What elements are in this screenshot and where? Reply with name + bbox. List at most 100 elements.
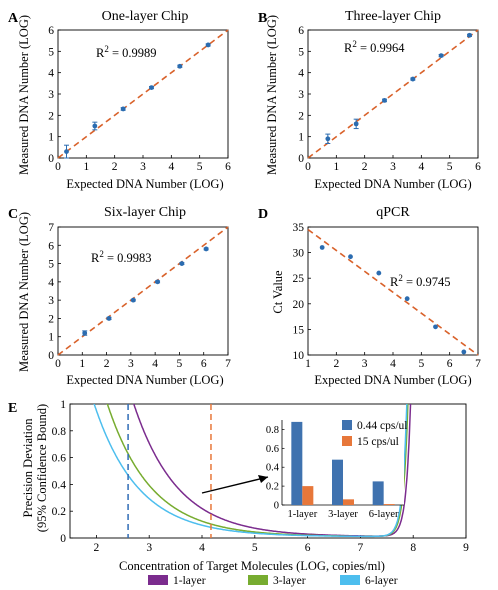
panel-d-r2-value: = 0.9745 <box>403 275 451 289</box>
panel-d-xtick-label: 1 <box>305 358 311 370</box>
panel-c-plot-area: 0 1 2 3 4 5 6 7 0 1 2 3 4 5 6 7 <box>48 222 231 370</box>
panel-e-xtick-label: 7 <box>358 542 364 554</box>
inset-arrow-shaft <box>201 476 269 494</box>
panel-a-ytick-label: 4 <box>48 68 54 80</box>
panel-b-r2-base: R <box>344 41 353 55</box>
panel-c-data-point <box>155 279 160 285</box>
panel-d-xtick-label: 4 <box>390 358 396 370</box>
panel-a-data-point <box>64 149 69 155</box>
panel-d-ylabel: Ct Value <box>271 270 285 314</box>
panel-b: B Three-layer Chip 0 1 2 3 4 5 6 0 1 2 3 4 5 6 Expect… <box>258 9 481 191</box>
panel-a-data-point <box>177 63 183 69</box>
panel-b-ytick-label: 1 <box>298 132 304 144</box>
panel-b-data-point <box>410 76 416 82</box>
panel-b-data-point <box>382 98 387 103</box>
panel-d-xtick-label: 7 <box>475 358 481 370</box>
panel-d-xtick-label: 5 <box>418 358 424 370</box>
panel-b-xtick-label: 4 <box>418 161 424 173</box>
panel-label-a: A <box>8 11 19 26</box>
panel-b-fit-line <box>307 29 479 159</box>
panel-label-b: B <box>258 11 267 26</box>
panel-a-fit-line <box>57 29 229 159</box>
inset-bar <box>332 459 343 505</box>
panel-c-data-point <box>203 246 209 252</box>
panel-e-ytick-label: 0.4 <box>52 479 67 491</box>
panel-b-r2-value: = 0.9964 <box>357 41 405 55</box>
panel-a-ytick-label: 1 <box>48 132 54 144</box>
panel-a-title: One-layer Chip <box>102 9 189 24</box>
panel-d: D qPCR 1 2 3 4 5 6 7 10 15 20 25 30 35 Expected DNA … <box>258 205 481 387</box>
panel-c-xtick-label: 7 <box>225 358 231 370</box>
panel-a-xtick-label: 2 <box>112 161 118 173</box>
panel-a-data-point <box>205 42 211 48</box>
panel-b-plot-area: 0 1 2 3 4 5 6 0 1 2 3 4 5 6 <box>298 25 481 173</box>
panel-d-xlabel: Expected DNA Number (LOG) <box>314 373 471 387</box>
panel-a-ytick-label: 6 <box>48 25 54 37</box>
panel-c-ytick-label: 7 <box>48 222 54 234</box>
panel-label-c: C <box>8 207 18 222</box>
panel-b-data-point <box>438 53 444 58</box>
panel-e-ylabel-line2: (95% Confidence Bound) <box>35 404 49 532</box>
panel-c-xtick-label: 4 <box>152 358 158 370</box>
panel-c-r2-annotation: R2 = 0.9983 <box>91 249 152 265</box>
inset-arrow-head <box>258 475 268 483</box>
inset-category-label: 6-layer <box>369 509 399 520</box>
panel-a-data-point <box>149 85 154 90</box>
panel-c-data-point <box>106 316 112 321</box>
panel-b-ytick-label: 4 <box>298 68 304 80</box>
panel-c-data-point <box>179 261 185 266</box>
panel-c-ytick-label: 2 <box>48 313 54 325</box>
panel-c-ytick-label: 0 <box>48 350 54 362</box>
panel-e-inset: 0 0.2 0.4 0.6 0.8 1-layer 3-layer 6-layer 0.44 c… <box>201 420 407 520</box>
inset-ytick-label: 0.6 <box>266 444 279 455</box>
panel-e-ytick-label: 1 <box>60 399 66 411</box>
panel-d-ytick-label: 25 <box>293 273 305 285</box>
panel-d-r2-sup: 2 <box>398 273 403 283</box>
panel-b-xtick-label: 3 <box>390 161 396 173</box>
inset-bar <box>302 486 314 505</box>
inset-bar <box>343 499 354 505</box>
panel-c-xtick-label: 3 <box>128 358 134 370</box>
panel-b-data-point <box>467 32 472 38</box>
panel-d-data-point <box>461 349 467 355</box>
panel-b-ytick-label: 6 <box>298 25 304 37</box>
inset-bar <box>372 481 384 505</box>
panel-a-xtick-label: 3 <box>140 161 146 173</box>
panel-a-xtick-label: 5 <box>197 161 203 173</box>
panel-c-ytick-label: 6 <box>48 240 54 252</box>
panel-a-r2-sup: 2 <box>104 44 109 54</box>
panel-c-ytick-label: 5 <box>48 259 54 271</box>
panel-e-xtick-label: 4 <box>199 542 205 554</box>
panel-a-r2-value: = 0.9989 <box>109 46 157 60</box>
panel-b-xtick-label: 0 <box>305 161 311 173</box>
panel-a-ytick-label: 3 <box>48 89 54 101</box>
panel-e-plot-area: 2 3 4 5 6 7 8 9 0 0.2 0.4 0.6 0.8 1 <box>52 399 470 554</box>
panel-e-xtick-label: 3 <box>146 542 152 554</box>
inset-bar <box>383 504 395 505</box>
panel-c-data-point <box>130 297 136 303</box>
inset-bar <box>291 421 303 505</box>
panel-c-data-point <box>82 330 88 336</box>
panel-b-xtick-label: 5 <box>447 161 453 173</box>
panel-d-ytick-label: 35 <box>293 222 305 234</box>
panel-b-ytick-label: 2 <box>298 110 304 122</box>
panel-a-xtick-label: 4 <box>168 161 174 173</box>
panel-e: E 2 3 4 5 6 7 8 9 0 0.2 0.4 0.6 0.8 1 Concentration o… <box>8 399 470 587</box>
panel-a-xtick-label: 0 <box>55 161 61 173</box>
panel-a-ytick-label: 5 <box>48 46 54 58</box>
panel-b-r2-sup: 2 <box>352 39 357 49</box>
panel-d-data-point <box>376 270 382 276</box>
panel-d-data-point <box>404 296 410 302</box>
panel-e-ytick-label: 0 <box>60 533 66 545</box>
inset-legend-label: 0.44 cps/ul <box>357 420 407 432</box>
panel-e-axes-box <box>69 403 467 539</box>
panel-d-data-point <box>348 254 353 260</box>
panel-c-ylabel: Measured DNA Number (LOG) <box>17 212 31 372</box>
panel-e-xtick-label: 5 <box>252 542 258 554</box>
panel-d-r2-base: R <box>390 275 399 289</box>
panel-b-xlabel: Expected DNA Number (LOG) <box>314 177 471 191</box>
legend-label: 3-layer <box>273 575 306 587</box>
panel-a-xtick-label: 6 <box>225 161 231 173</box>
panel-e-curve <box>93 404 408 538</box>
